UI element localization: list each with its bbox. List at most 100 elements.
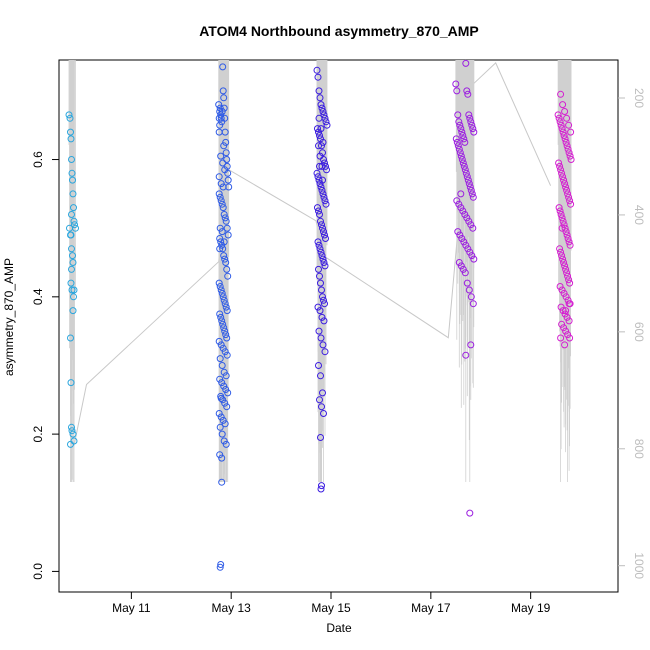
- data-point: [313, 66, 321, 74]
- data-point: [318, 104, 326, 112]
- data-point: [219, 63, 227, 71]
- data-point: [219, 245, 227, 253]
- data-point: [461, 269, 469, 277]
- data-point: [557, 248, 565, 256]
- data-point: [556, 118, 564, 126]
- data-point: [317, 101, 325, 109]
- data-point: [69, 307, 77, 315]
- data-point: [221, 327, 229, 335]
- data-point: [316, 396, 323, 404]
- data-point: [317, 485, 325, 493]
- data-point: [217, 111, 225, 119]
- data-point: [218, 379, 226, 387]
- data-point: [217, 561, 225, 568]
- data-point: [561, 108, 569, 115]
- data-point: [459, 159, 467, 167]
- data-point: [222, 303, 230, 311]
- data-point: [315, 142, 322, 150]
- data-point: [218, 108, 226, 115]
- data-point: [557, 90, 565, 98]
- data-point: [460, 238, 468, 246]
- data-point: [558, 224, 566, 232]
- series-flight-4: [455, 60, 475, 482]
- data-point: [67, 440, 74, 448]
- data-point: [215, 410, 223, 417]
- data-point: [317, 125, 325, 133]
- data-point: [218, 200, 226, 208]
- data-point: [221, 348, 229, 356]
- data-point: [465, 180, 473, 188]
- data-point: [318, 403, 325, 411]
- data-point: [222, 149, 230, 157]
- x-tick-label: May 17: [411, 601, 451, 615]
- data-point: [216, 245, 224, 253]
- points-flight-5: [554, 90, 575, 349]
- data-point: [567, 156, 575, 163]
- data-point: [317, 183, 325, 191]
- data-point: [222, 259, 230, 266]
- data-point: [558, 214, 566, 222]
- data-point: [560, 324, 568, 332]
- data-point: [321, 348, 329, 356]
- data-point: [315, 207, 322, 215]
- data-point: [319, 389, 326, 397]
- data-point: [70, 217, 78, 225]
- altitude-profile: [73, 62, 552, 446]
- data-point: [68, 156, 75, 163]
- data-point: [320, 193, 328, 201]
- data-point: [218, 362, 226, 369]
- data-point: [469, 224, 477, 232]
- data-point: [215, 190, 223, 198]
- data-point: [470, 128, 478, 136]
- data-point: [455, 200, 463, 208]
- data-point: [216, 375, 224, 383]
- data-point: [318, 313, 326, 321]
- data-point: [315, 176, 323, 184]
- data-point: [558, 169, 566, 177]
- data-point: [465, 286, 473, 294]
- data-point: [69, 190, 77, 198]
- data-point: [316, 245, 324, 253]
- data-point: [319, 293, 326, 301]
- data-point: [317, 279, 324, 287]
- data-point: [454, 111, 462, 119]
- data-point: [561, 310, 569, 318]
- data-point: [454, 228, 462, 236]
- y-tick-label: 0.4: [31, 288, 45, 305]
- data-point: [222, 386, 230, 393]
- data-point: [216, 224, 224, 232]
- data-point: [66, 114, 74, 122]
- data-point: [317, 434, 324, 441]
- y-tick-label: 0.2: [31, 425, 45, 442]
- x-tick-label: May 11: [112, 601, 151, 615]
- data-point: [318, 252, 326, 260]
- data-point: [219, 320, 227, 328]
- data-point: [562, 228, 570, 236]
- data-point: [224, 176, 232, 184]
- data-point: [556, 283, 564, 290]
- data-point: [565, 300, 573, 308]
- data-point: [465, 111, 473, 119]
- data-point: [463, 279, 471, 287]
- data-point: [466, 509, 474, 517]
- series-flight-3: [316, 60, 328, 482]
- data-point: [468, 121, 476, 129]
- x-tick-label: May 19: [511, 601, 551, 615]
- data-point: [460, 162, 468, 170]
- data-point: [564, 145, 572, 153]
- data-point: [557, 121, 565, 129]
- data-point: [464, 176, 472, 184]
- data-point: [558, 252, 566, 260]
- data-point: [219, 159, 227, 167]
- data-point: [467, 293, 475, 301]
- data-point: [319, 224, 326, 232]
- data-point: [318, 186, 326, 194]
- data-point: [216, 108, 224, 115]
- data-point: [217, 114, 225, 122]
- y2-tick-label: 1000: [632, 552, 646, 579]
- data-point: [558, 286, 566, 294]
- data-point: [219, 87, 227, 95]
- data-point: [564, 331, 572, 339]
- data-point: [218, 430, 226, 438]
- data-point: [566, 152, 574, 160]
